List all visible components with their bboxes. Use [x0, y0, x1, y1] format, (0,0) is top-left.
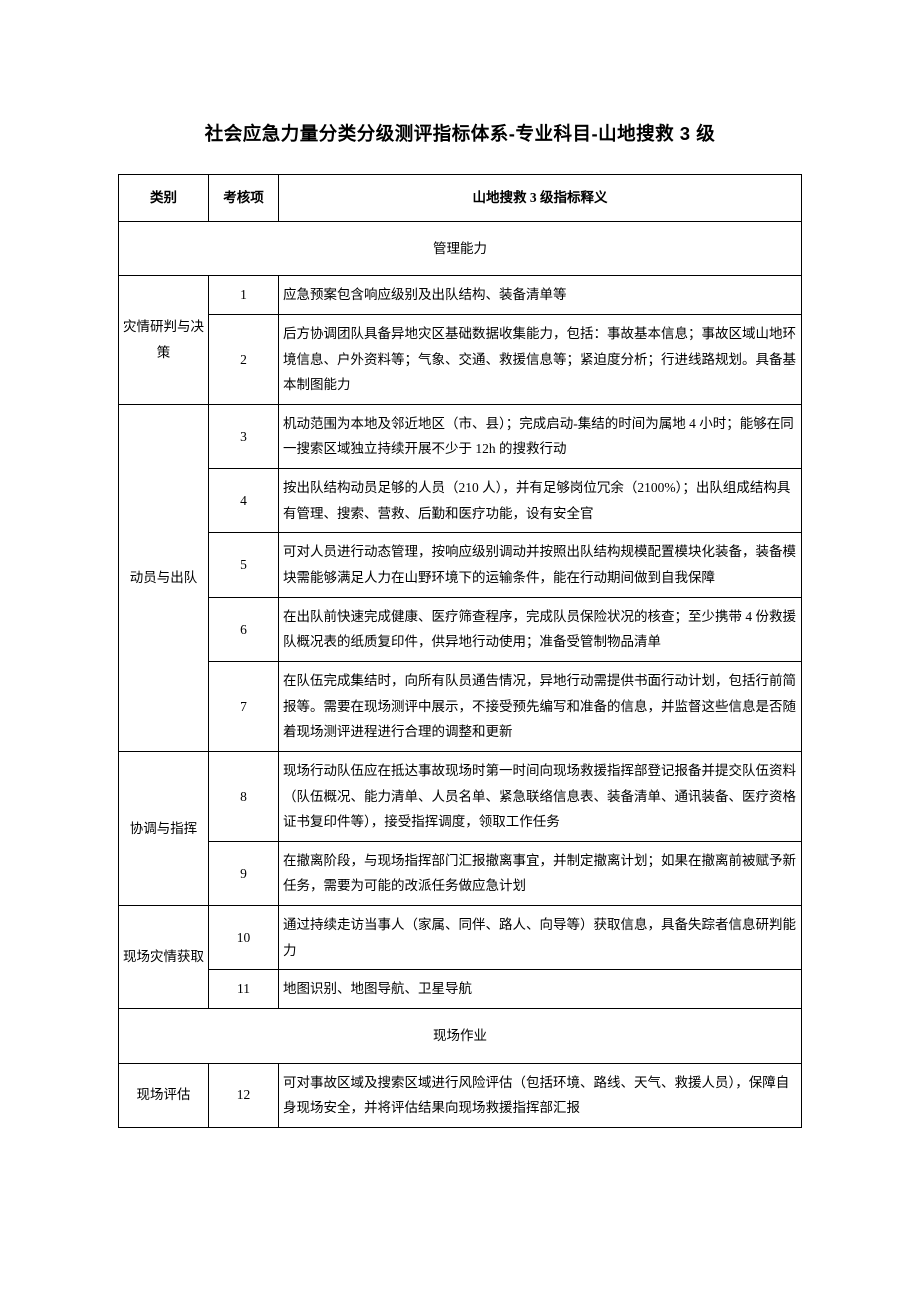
table-row: 7在队伍完成集结时，向所有队员通告情况，异地行动需提供书面行动计划，包括行前简报… — [119, 661, 802, 751]
section-row: 管理能力 — [119, 221, 802, 276]
item-number-cell: 9 — [209, 841, 279, 905]
section-row: 现场作业 — [119, 1009, 802, 1064]
item-number-cell: 7 — [209, 661, 279, 751]
item-number-cell: 2 — [209, 314, 279, 404]
description-cell: 可对事故区域及搜索区域进行风险评估（包括环境、路线、天气、救援人员），保障自身现… — [279, 1063, 802, 1127]
evaluation-table: 类别考核项山地搜救 3 级指标释义管理能力灾情研判与决策1应急预案包含响应级别及… — [118, 174, 802, 1128]
description-cell: 地图识别、地图导航、卫星导航 — [279, 970, 802, 1009]
header-description: 山地搜救 3 级指标释义 — [279, 175, 802, 222]
table-row: 5可对人员进行动态管理，按响应级别调动并按照出队结构规模配置模块化装备，装备模块… — [119, 533, 802, 597]
table-row: 2后方协调团队具备异地灾区基础数据收集能力，包括：事故基本信息；事故区域山地环境… — [119, 314, 802, 404]
item-number-cell: 11 — [209, 970, 279, 1009]
section-title: 现场作业 — [119, 1009, 802, 1064]
item-number-cell: 3 — [209, 404, 279, 468]
description-cell: 在出队前快速完成健康、医疗筛查程序，完成队员保险状况的核查；至少携带 4 份救援… — [279, 597, 802, 661]
table-row: 灾情研判与决策1应急预案包含响应级别及出队结构、装备清单等 — [119, 276, 802, 315]
header-category: 类别 — [119, 175, 209, 222]
item-number-cell: 4 — [209, 469, 279, 533]
table-row: 6在出队前快速完成健康、医疗筛查程序，完成队员保险状况的核查；至少携带 4 份救… — [119, 597, 802, 661]
table-row: 现场灾情获取10通过持续走访当事人（家属、同伴、路人、向导等）获取信息，具备失踪… — [119, 906, 802, 970]
category-cell: 现场灾情获取 — [119, 906, 209, 1009]
item-number-cell: 1 — [209, 276, 279, 315]
header-item: 考核项 — [209, 175, 279, 222]
table-row: 动员与出队3机动范围为本地及邻近地区（市、县）；完成启动-集结的时间为属地 4 … — [119, 404, 802, 468]
description-cell: 在撤离阶段，与现场指挥部门汇报撤离事宜，并制定撤离计划；如果在撤离前被赋予新任务… — [279, 841, 802, 905]
category-cell: 协调与指挥 — [119, 751, 209, 905]
description-cell: 按出队结构动员足够的人员（210 人），并有足够岗位冗余（2100%）；出队组成… — [279, 469, 802, 533]
description-cell: 可对人员进行动态管理，按响应级别调动并按照出队结构规模配置模块化装备，装备模块需… — [279, 533, 802, 597]
table-row: 4按出队结构动员足够的人员（210 人），并有足够岗位冗余（2100%）；出队组… — [119, 469, 802, 533]
category-cell: 动员与出队 — [119, 404, 209, 751]
item-number-cell: 6 — [209, 597, 279, 661]
description-cell: 在队伍完成集结时，向所有队员通告情况，异地行动需提供书面行动计划，包括行前简报等… — [279, 661, 802, 751]
description-cell: 机动范围为本地及邻近地区（市、县）；完成启动-集结的时间为属地 4 小时；能够在… — [279, 404, 802, 468]
item-number-cell: 5 — [209, 533, 279, 597]
page-title: 社会应急力量分类分级测评指标体系-专业科目-山地搜救 3 级 — [118, 120, 802, 146]
description-cell: 应急预案包含响应级别及出队结构、装备清单等 — [279, 276, 802, 315]
table-row: 9在撤离阶段，与现场指挥部门汇报撤离事宜，并制定撤离计划；如果在撤离前被赋予新任… — [119, 841, 802, 905]
item-number-cell: 8 — [209, 751, 279, 841]
description-cell: 通过持续走访当事人（家属、同伴、路人、向导等）获取信息，具备失踪者信息研判能力 — [279, 906, 802, 970]
item-number-cell: 12 — [209, 1063, 279, 1127]
table-row: 协调与指挥8现场行动队伍应在抵达事故现场时第一时间向现场救援指挥部登记报备并提交… — [119, 751, 802, 841]
section-title: 管理能力 — [119, 221, 802, 276]
table-row: 11地图识别、地图导航、卫星导航 — [119, 970, 802, 1009]
category-cell: 现场评估 — [119, 1063, 209, 1127]
item-number-cell: 10 — [209, 906, 279, 970]
table-row: 现场评估12可对事故区域及搜索区域进行风险评估（包括环境、路线、天气、救援人员）… — [119, 1063, 802, 1127]
description-cell: 后方协调团队具备异地灾区基础数据收集能力，包括：事故基本信息；事故区域山地环境信… — [279, 314, 802, 404]
description-cell: 现场行动队伍应在抵达事故现场时第一时间向现场救援指挥部登记报备并提交队伍资料（队… — [279, 751, 802, 841]
category-cell: 灾情研判与决策 — [119, 276, 209, 405]
table-header-row: 类别考核项山地搜救 3 级指标释义 — [119, 175, 802, 222]
